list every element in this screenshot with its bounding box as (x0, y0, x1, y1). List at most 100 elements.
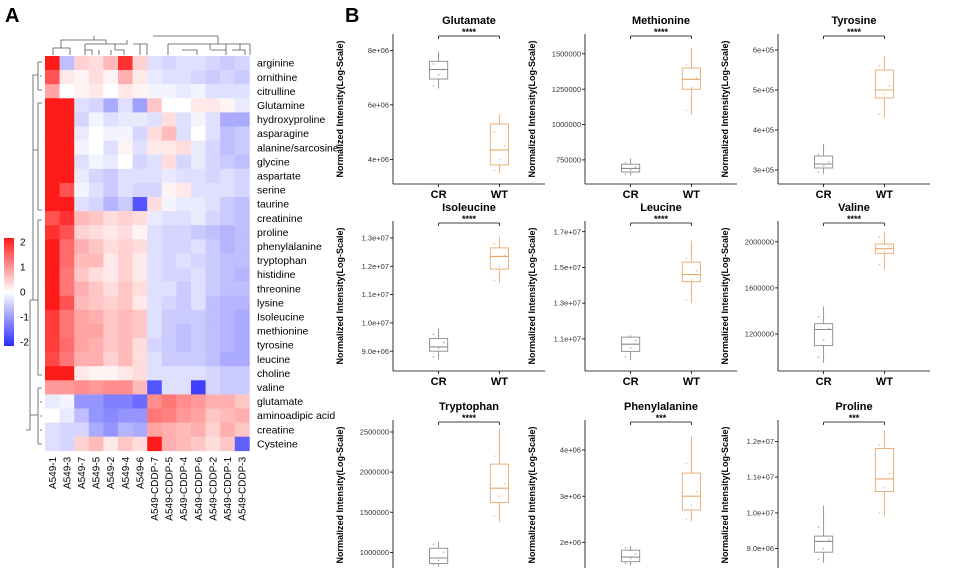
boxplot-panel: Leucine 1.1e+07 1.3e+07 1.5e+07 1.7e+07 Norma… (527, 202, 737, 388)
heatmap-cell (191, 267, 206, 282)
x-tick-label: WT (491, 189, 508, 201)
heatmap-cell (147, 211, 163, 226)
y-tick-label: 1000000 (360, 548, 389, 557)
heatmap-cell (147, 197, 163, 212)
heatmap-cell (191, 352, 206, 367)
heatmap-row-label: aspartate (257, 170, 301, 182)
heatmap-cell (132, 394, 148, 409)
heatmap-cell (74, 140, 90, 155)
box-iqr (489, 247, 509, 270)
heatmap-cell (205, 281, 221, 296)
boxplot-title: Leucine (640, 202, 682, 214)
heatmap-column-label: A549-CDDP-2 (208, 456, 219, 520)
heatmap-cell (88, 323, 104, 339)
significance-stars: **** (847, 27, 862, 37)
heatmap-cell (45, 211, 60, 226)
heatmap-cell (234, 295, 250, 311)
panel-a-label: A (5, 5, 19, 27)
heatmap-cell (118, 253, 133, 268)
data-point (822, 338, 825, 341)
heatmap-cell (220, 168, 236, 184)
heatmap-cell (59, 281, 75, 296)
heatmap-cell (191, 408, 206, 423)
data-point (883, 433, 886, 436)
significance-stars: **** (462, 27, 477, 37)
heatmap-cell (74, 267, 90, 282)
heatmap-cell (132, 281, 148, 296)
heatmap-cell (176, 366, 192, 381)
heatmap-cell (118, 422, 133, 437)
heatmap-cell (103, 112, 119, 127)
heatmap-cell (220, 56, 236, 71)
heatmap-cell (176, 154, 192, 170)
heatmap-row-label: Cysteine (257, 438, 298, 450)
heatmap-row-label: histidine (257, 269, 296, 281)
heatmap-cell (103, 338, 119, 353)
box-iqr (681, 67, 701, 90)
heatmap-cell (234, 197, 250, 212)
y-tick-label: 2000000 (745, 237, 774, 246)
heatmap-cell (132, 168, 148, 184)
heatmap-cell (74, 309, 90, 325)
heatmap-cell (132, 182, 148, 198)
heatmap-cell (118, 84, 133, 99)
heatmap-cell (103, 182, 119, 198)
heatmap-cell (176, 70, 192, 85)
y-tick-label: 3e+06 (560, 492, 581, 501)
heatmap-cell (74, 394, 90, 409)
heatmap-cell (45, 126, 60, 141)
heatmap-column-label: A549-CDDP-3 (238, 456, 249, 520)
heatmap-cell (74, 338, 90, 353)
boxplot-title: Tryptophan (439, 401, 499, 413)
heatmap-cell (88, 338, 104, 353)
x-tick-label: WT (876, 189, 893, 201)
data-point (878, 512, 881, 514)
data-point (888, 85, 891, 87)
data-point (883, 487, 886, 489)
heatmap-cell (59, 394, 75, 409)
data-point (629, 346, 632, 349)
heatmap-cell (88, 408, 104, 423)
heatmap-cell (176, 281, 192, 296)
heatmap-cell (147, 168, 163, 184)
y-axis-label: Normalized Intensity(Log-Scale) (335, 227, 345, 364)
heatmap-column-label: A549-1 (48, 456, 59, 489)
heatmap-cell (205, 352, 221, 367)
data-point (878, 263, 881, 266)
data-point (493, 242, 496, 245)
heatmap-cell (45, 239, 60, 254)
y-tick-label: 1.0e+07 (747, 509, 774, 518)
heatmap-cell (45, 267, 60, 282)
heatmap-column-labels: A549-1 A549-3 A549-7 A549-5 A549-2 A549-4 A549… (48, 456, 249, 520)
heatmap-cell (103, 309, 119, 325)
heatmap-cell (147, 366, 163, 381)
significance-stars: **** (462, 413, 477, 423)
heatmap-cell (59, 323, 75, 339)
heatmap-column-label: A549-CDDP-6 (194, 456, 205, 520)
color-legend-tick: -1 (20, 313, 29, 324)
heatmap-cell (45, 352, 60, 367)
heatmap-cell (234, 70, 250, 85)
color-legend: 2 1 0 -1 -2 (4, 238, 29, 349)
data-point (493, 455, 496, 457)
heatmap-cell (74, 436, 90, 452)
heatmap-cell (88, 267, 104, 282)
heatmap-cell (176, 140, 192, 155)
heatmap-row-label: taurine (257, 199, 289, 211)
heatmap-cell (59, 126, 75, 141)
heatmap-cell (118, 182, 133, 198)
heatmap-cell (191, 225, 206, 240)
data-point (629, 168, 632, 171)
heatmap-cell (176, 168, 192, 184)
data-point (624, 562, 627, 564)
data-point (878, 236, 881, 239)
heatmap-cell (132, 422, 148, 437)
heatmap-cell (74, 182, 90, 198)
box-iqr (429, 338, 449, 352)
heatmap-cell (220, 323, 236, 339)
y-tick-label: 3e+05 (753, 166, 774, 175)
heatmap-cell (147, 281, 163, 296)
heatmap-cell (74, 197, 90, 212)
heatmap-cell (220, 154, 236, 170)
heatmap-cell (118, 338, 133, 353)
